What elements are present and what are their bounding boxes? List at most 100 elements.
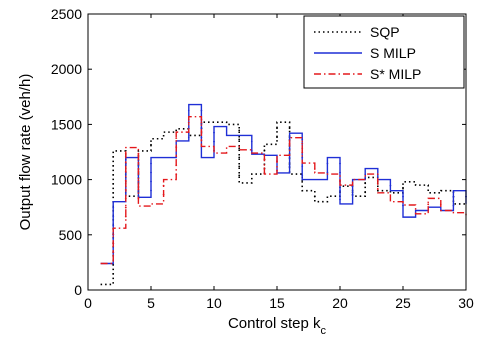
series-point [150,162,152,165]
x-axis-label-main: Control step k [228,315,321,332]
series-point [402,195,404,198]
series-point [137,179,140,182]
series-line-sqp [100,121,466,286]
axis-ticks: 0 5 10 15 20 25 30 0 500 1000 1500 2000 2500 [51,6,474,311]
legend-box [303,15,465,89]
series-point [301,138,304,141]
series-point [376,179,379,181]
series-point [452,204,455,207]
legend: SQP S MILP S* MILP [303,15,465,89]
series-point [376,188,379,190]
series-point [200,136,203,139]
series-point [263,158,266,161]
series-point [124,197,127,200]
series-point [150,180,152,183]
series-point [263,149,266,152]
series-point [162,184,165,187]
series-point [175,146,178,149]
series-point [288,156,291,159]
series-point [112,224,115,227]
series-point [238,138,241,141]
series-point [351,193,354,196]
x-axis-label: Control step kc [228,315,327,337]
series-point [389,184,392,187]
series-point [137,170,140,173]
series-point [112,182,115,185]
series-point [112,206,115,209]
x-tick-label: 25 [395,295,411,311]
series-point [200,130,203,133]
series-point [288,142,291,145]
series-point [301,156,304,159]
series-point [187,136,190,139]
series-point [112,233,115,236]
series-point [313,168,316,170]
series-point [313,195,316,198]
x-axis-label-subscript: c [321,325,327,337]
series-line-s-milp [100,115,467,265]
legend-label: S* MILP [370,66,421,82]
y-tick-label: 1500 [51,116,82,132]
series-point [175,164,178,167]
series-point [112,263,115,266]
series-point [150,189,152,192]
legend-label: SQP [370,24,400,40]
series-point [213,131,215,134]
series-point [124,161,127,164]
series-point [137,188,140,191]
y-tick-label: 1000 [51,172,82,188]
series-point [124,206,127,209]
series-point [238,147,241,150]
series-point [137,161,140,164]
x-tick-label: 10 [206,295,222,311]
series-point [276,127,278,130]
series-point [364,182,367,185]
series-point [175,155,178,158]
series-point [175,173,178,176]
y-axis-label: Output flow rate (veh/h) [17,74,34,231]
x-tick-label: 15 [269,295,285,311]
series-point [288,165,291,168]
x-tick-label: 20 [332,295,348,311]
series-point [187,121,190,124]
series-point [112,191,115,194]
series-point [213,140,215,143]
series-point [238,129,241,132]
series-point [452,195,455,198]
series-point [276,160,278,163]
series-point [339,189,341,192]
series-point [288,147,291,150]
series-point [112,155,115,158]
series-point [200,109,203,112]
series-point [124,188,127,191]
series-point [339,198,341,201]
series-point [364,173,367,176]
series-point [200,121,203,124]
series-point [112,251,115,254]
series-point [187,109,190,112]
y-tick-label: 0 [74,282,82,298]
series-point [339,162,341,165]
series-point [326,171,329,174]
series-point [250,140,253,143]
series-point [364,191,367,194]
series-point [301,151,304,154]
y-tick-label: 2500 [51,6,82,22]
y-tick-label: 2000 [51,61,82,77]
series-line-s-milp [100,103,467,265]
y-tick-label: 500 [59,227,83,243]
series-point [112,164,115,167]
series-point [276,136,278,139]
series-point [238,174,241,177]
series-point [112,215,115,218]
series-point [339,171,341,174]
series-point [301,142,304,145]
series-point [301,165,304,168]
series-point [112,242,115,245]
series-point [150,171,152,174]
series-point [150,143,152,146]
series-point [427,203,430,206]
series-point [124,215,127,218]
series-point [402,204,404,207]
series-point [288,127,291,130]
